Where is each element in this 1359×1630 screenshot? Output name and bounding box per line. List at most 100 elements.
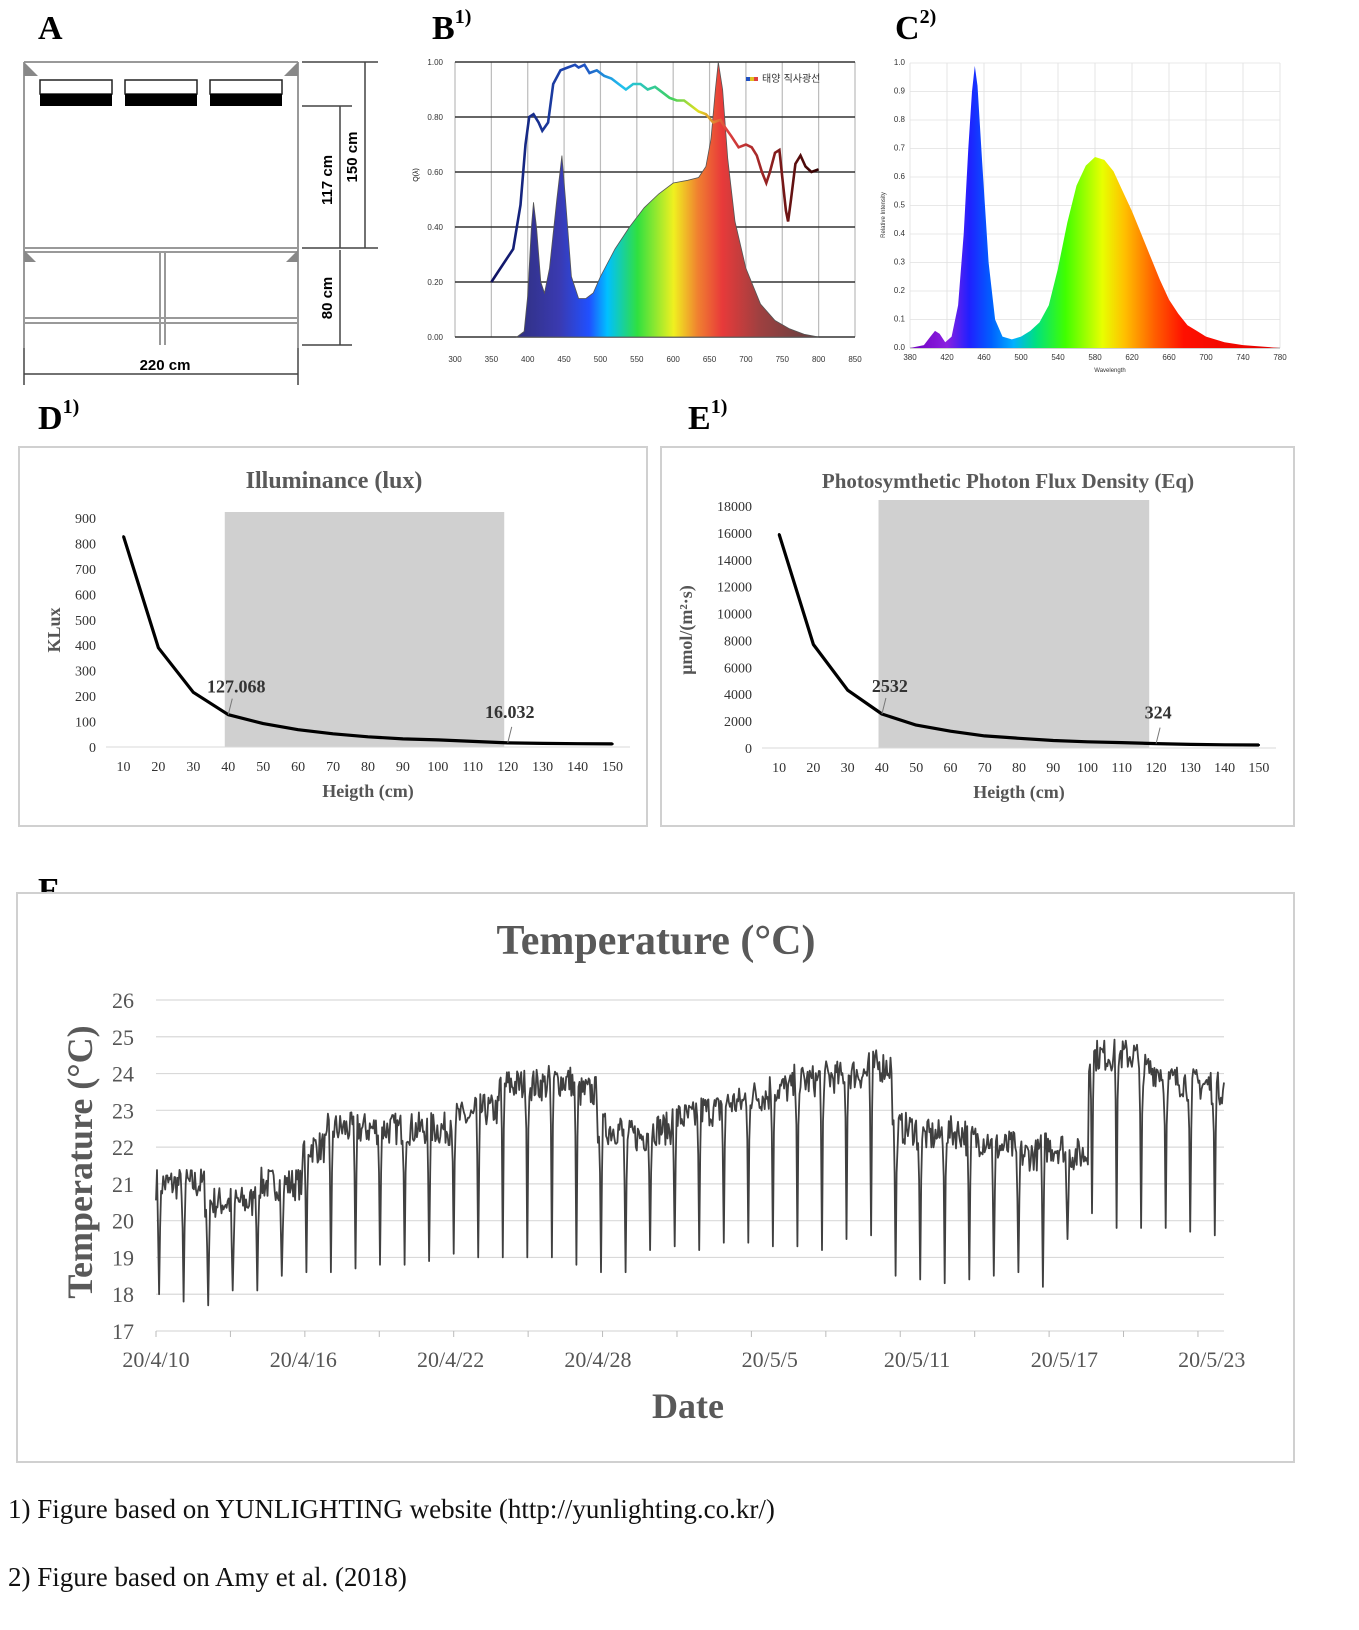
spectrum-c-ytick: 0.2 [894,286,906,295]
data-point [1257,743,1261,747]
spectrum-c-ytick: 0.0 [894,343,906,352]
y-tick-label: 800 [75,537,96,552]
spectrum-b-xtick: 300 [448,355,462,364]
y-tick-label: 0 [745,742,752,757]
data-point [846,688,849,692]
data-point [1189,743,1192,746]
spectrum-c-chart: 380 420 460 500 540 580 620 660 700 740 780 0.0 0.1 0… [881,58,1287,374]
spectrum-c-ylabel: Relative Intensity [881,192,887,238]
x-tick-label: 10 [772,761,786,776]
annotation-leader [227,698,233,715]
spectrum-c-xtick: 580 [1088,353,1102,362]
spectrum-c-area [910,65,1280,349]
data-label: 127.068 [207,677,266,697]
y-tick-label: 23 [112,1098,134,1123]
spectrum-b-xtick: 750 [776,355,790,364]
spectrum-c-xtick: 500 [1014,353,1028,362]
temperature-series-line [155,1038,1225,1307]
led-lamp-3 [209,79,283,106]
spectrum-c-ytick: 0.1 [894,315,906,324]
y-tick-label: 100 [75,716,96,731]
x-tick-label: 150 [1248,761,1269,776]
spectrum-c-xtick: 540 [1051,353,1065,362]
spectrum-c-ytick: 0.8 [894,115,906,124]
spectrum-c-xtick: 700 [1199,353,1213,362]
spectrum-b-ytick: 0.60 [427,168,443,177]
dim-220-label: 220 cm [140,357,191,374]
x-tick-label: 30 [841,761,855,776]
data-point [296,728,300,731]
x-tick-label: 80 [361,760,375,775]
x-tick-label: 20/5/23 [1178,1347,1245,1372]
y-tick-label: 10000 [717,608,752,623]
spectrum-c-ytick: 0.4 [894,229,906,238]
x-tick-label: 100 [1077,761,1098,776]
x-tick-label: 120 [1146,761,1167,776]
y-tick-label: 900 [75,512,96,527]
spectrum-b-sunlight-line [490,63,820,283]
spectrum-c-ytick: 0.5 [894,201,906,210]
y-tick-label: 400 [75,639,96,654]
spectrum-b-ytick: 0.40 [427,223,443,232]
spectrum-c-ticks: 380 420 460 500 540 580 620 660 700 740 780 0.0 0.1 0… [894,58,1287,362]
y-tick-label: 25 [112,1025,134,1050]
illuminance-chart: Illuminance (lux) 0 100 200 300 400 500 600 700 8… [44,468,630,802]
spectrum-b-xtick: 350 [485,355,499,364]
panel-label-b: B1) [432,6,472,47]
data-point [1052,739,1055,742]
y-tick-label: 700 [75,563,96,578]
x-tick-label: 10 [116,760,130,775]
x-tick-label: 90 [1046,761,1060,776]
y-tick-label: 0 [89,741,96,756]
ppfd-chart: Photosymthetic Photon Flux Density (Eq) 0… [676,469,1276,803]
y-tick-label: 24 [112,1062,134,1087]
spectrum-b-led-area [515,61,819,338]
data-point [812,643,815,646]
dim-117-label: 117 cm [319,155,336,205]
spectrum-b-legend: 태양 직사광선 [746,73,820,85]
spectrum-c-xlabel: Wavelength [1094,368,1125,374]
x-tick-label: 30 [186,760,200,775]
x-tick-label: 50 [909,761,923,776]
spectrum-b-ytick: 0.20 [427,278,443,287]
y-tick-label: 8000 [724,634,752,649]
data-point [401,737,405,741]
footnote-2: 2) Figure based on Amy et al. (2018) [8,1562,407,1592]
spectrum-c-ytick: 0.3 [894,258,906,267]
data-point [122,535,125,538]
x-tick-label: 120 [497,760,518,775]
x-axis-title: Heigth (cm) [322,781,413,802]
x-tick-label: 70 [978,761,992,776]
spectrum-c-xtick: 460 [977,353,991,362]
data-label: 324 [1145,703,1172,723]
spectrum-b-ytick: 0.80 [427,113,443,122]
data-point [915,723,918,727]
x-tick-label: 20 [806,761,820,776]
x-tick-label: 110 [463,760,483,775]
y-tick-label: 12000 [717,581,752,596]
rack-frame [23,61,299,348]
y-axis-title: KLux [44,607,64,652]
x-tick-label: 60 [943,761,957,776]
data-point [262,722,265,725]
spectrum-b-ylabel: Q(λ) [413,168,420,182]
footnote-1: 1) Figure based on YUNLIGHTING website (… [8,1494,775,1524]
data-point [1086,740,1089,744]
bracket-top-left [24,62,38,76]
y-tick-label: 26 [112,988,134,1013]
spectrum-b-xtick: 800 [812,355,826,364]
spectrum-b-legend-text: 태양 직사광선 [762,73,820,85]
spectrum-c-ytick: 0.6 [894,172,906,181]
x-tick-label: 40 [875,761,889,776]
data-label: 16.032 [485,702,535,722]
x-tick-label: 60 [291,760,305,775]
rack-diagram: 117 cm 150 cm 80 cm 220 cm [23,61,378,385]
y-tick-label: 21 [112,1172,134,1197]
y-tick-label: 14000 [717,554,752,569]
bracket-mid-right [286,250,298,262]
x-axis-title: Heigth (cm) [973,782,1064,803]
dim-150-label: 150 cm [344,132,361,183]
data-point [1223,743,1226,746]
x-axis-title: Date [652,1386,724,1426]
data-point [471,740,474,743]
